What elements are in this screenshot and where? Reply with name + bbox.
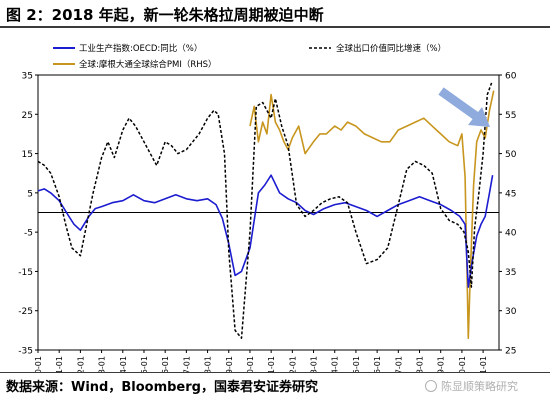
x-axis: 2000-01 2001-01 2002-01 2003-01 2004-01 2005-… (34, 350, 488, 373)
legend-label-export: 全球出口价值同比增速（%） (336, 43, 446, 54)
x-tick-label: 2020-01 (458, 356, 467, 373)
right-tick-label: 60 (505, 72, 517, 82)
watermark: 陈显顺策略研究 (425, 378, 518, 394)
wechat-icon (425, 380, 437, 392)
left-tick-label: -5 (24, 229, 33, 239)
right-tick-label: 50 (505, 150, 517, 160)
left-tick-label: 5 (27, 189, 33, 199)
x-tick-label: 2017-01 (394, 356, 403, 373)
x-tick-label: 2021-01 (479, 356, 488, 373)
x-tick-label: 2002-01 (76, 356, 85, 373)
title-divider (0, 26, 550, 28)
footer-divider (0, 372, 550, 373)
right-tick-label: 25 (505, 347, 516, 357)
chart-title: 图 2：2018 年起，新一轮朱格拉周期被迫中断 (6, 6, 324, 24)
right-tick-label: 55 (505, 111, 516, 121)
annotation-arrow (438, 87, 490, 127)
x-tick-label: 2001-01 (55, 356, 64, 373)
right-tick-label: 45 (505, 189, 516, 199)
series-layer (37, 82, 495, 340)
x-tick-label: 2014-01 (331, 356, 340, 373)
x-tick-label: 2011-01 (267, 356, 276, 373)
right-tick-label: 35 (505, 268, 516, 278)
x-tick-label: 2006-01 (161, 356, 170, 373)
legend-label-pmi: 全球:摩根大通全球综合PMI（RHS） (79, 59, 217, 70)
source-note: 数据来源：Wind，Bloomberg，国泰君安证券研究 (6, 380, 318, 395)
legend: 工业生产指数:OECD:同比（%） 全球出口价值同比增速（%） 全球:摩根大通全… (53, 43, 446, 70)
left-axis: -35 -25 -15 -5 5 15 25 35 (18, 72, 38, 357)
x-tick-label: 2013-01 (310, 356, 319, 373)
left-tick-label: -15 (18, 268, 33, 278)
watermark-text: 陈显顺策略研究 (441, 380, 518, 393)
right-tick-label: 30 (505, 307, 517, 317)
x-tick-label: 2018-01 (416, 356, 425, 373)
left-tick-label: 15 (22, 150, 33, 160)
x-tick-label: 2000-01 (34, 356, 43, 373)
x-tick-label: 2015-01 (352, 356, 361, 373)
x-tick-label: 2008-01 (204, 356, 213, 373)
legend-label-oecd: 工业生产指数:OECD:同比（%） (79, 43, 202, 54)
x-tick-label: 2003-01 (98, 356, 107, 373)
x-tick-label: 2012-01 (288, 356, 297, 373)
x-tick-label: 2005-01 (140, 356, 149, 373)
series-line-export (37, 82, 493, 339)
x-tick-label: 2019-01 (437, 356, 446, 373)
x-tick-label: 2004-01 (119, 356, 128, 373)
series-line-oecd (37, 174, 494, 288)
series-line-pmi (249, 90, 495, 340)
chart-area: -35 -25 -15 -5 5 15 25 35 25 30 35 40 45 50 55 60 2000… (18, 43, 517, 373)
x-tick-label: 2010-01 (246, 356, 255, 373)
x-tick-label: 2007-01 (182, 356, 191, 373)
left-tick-label: -25 (18, 307, 33, 317)
right-axis: 25 30 35 40 45 50 55 60 (499, 72, 517, 357)
left-tick-label: 35 (22, 72, 33, 82)
x-tick-label: 2016-01 (373, 356, 382, 373)
left-tick-label: -35 (18, 347, 33, 357)
right-tick-label: 40 (505, 229, 517, 239)
x-tick-label: 2009-01 (225, 356, 234, 373)
left-tick-label: 25 (22, 111, 33, 121)
